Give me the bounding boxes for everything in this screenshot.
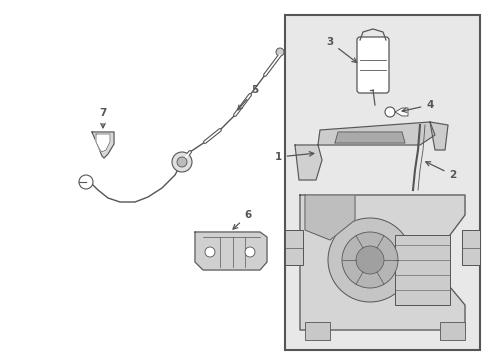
Polygon shape bbox=[394, 108, 407, 116]
Bar bbox=[305, 322, 329, 340]
Bar bbox=[285, 15, 479, 350]
Circle shape bbox=[177, 157, 186, 167]
Circle shape bbox=[244, 247, 254, 257]
Bar bbox=[461, 230, 479, 265]
FancyBboxPatch shape bbox=[356, 37, 388, 93]
Text: 7: 7 bbox=[99, 108, 106, 128]
Polygon shape bbox=[334, 132, 404, 143]
Circle shape bbox=[275, 48, 284, 56]
Circle shape bbox=[172, 152, 192, 172]
Text: 2: 2 bbox=[425, 162, 456, 180]
Circle shape bbox=[79, 175, 93, 189]
Circle shape bbox=[341, 232, 397, 288]
Polygon shape bbox=[294, 145, 321, 180]
Bar bbox=[285, 230, 303, 265]
Text: 5: 5 bbox=[237, 85, 258, 110]
Text: 4: 4 bbox=[401, 100, 433, 112]
Polygon shape bbox=[429, 122, 447, 150]
Polygon shape bbox=[195, 232, 266, 270]
Circle shape bbox=[384, 107, 394, 117]
Text: 6: 6 bbox=[233, 210, 251, 229]
Polygon shape bbox=[92, 132, 114, 158]
Text: 1: 1 bbox=[274, 152, 313, 162]
Bar bbox=[394, 235, 449, 305]
Polygon shape bbox=[317, 122, 434, 145]
Bar bbox=[439, 322, 464, 340]
Circle shape bbox=[327, 218, 411, 302]
Circle shape bbox=[204, 247, 215, 257]
Polygon shape bbox=[299, 195, 464, 330]
Text: 3: 3 bbox=[325, 37, 356, 62]
Circle shape bbox=[355, 246, 383, 274]
Polygon shape bbox=[305, 195, 354, 240]
Polygon shape bbox=[96, 134, 110, 152]
